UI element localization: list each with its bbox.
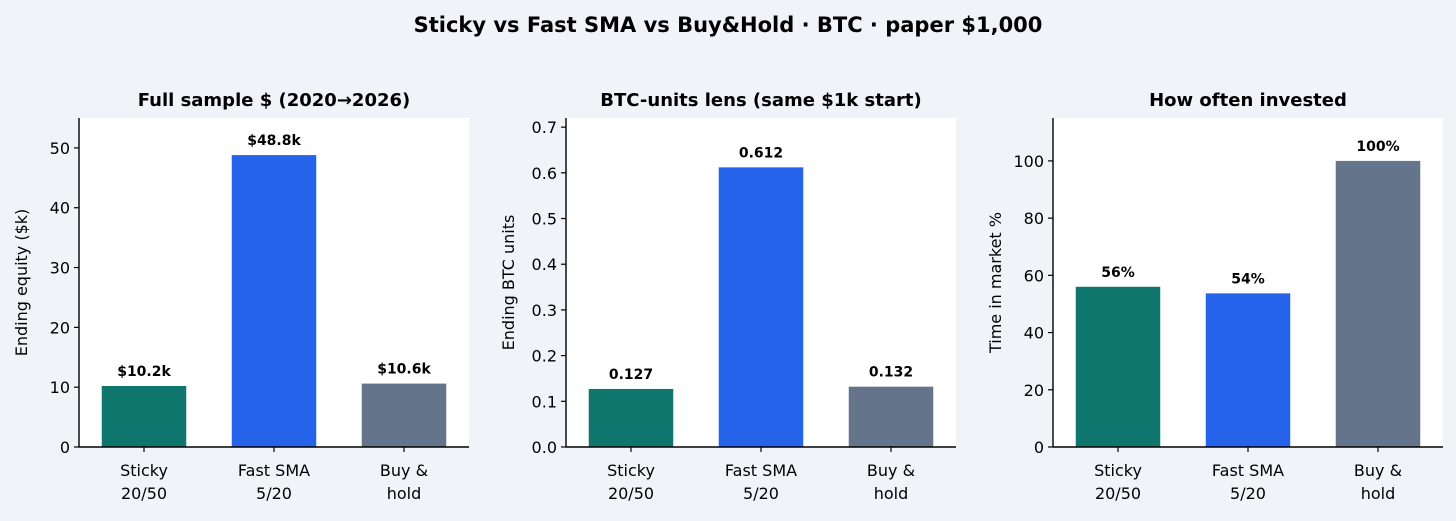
- x-tick-label-3: Buy & hold: [867, 461, 915, 503]
- figure-title: Sticky vs Fast SMA vs Buy&Hold · BTC · p…: [414, 13, 1043, 37]
- chart-panels: Full sample $ (2020→2026) $10.2k Sticky 20/…: [12, 90, 1443, 503]
- panel-title: BTC-units lens (same $1k start): [600, 90, 921, 111]
- data-label-1: $10.2k: [117, 364, 171, 380]
- y-tick-label: 80: [1024, 209, 1044, 228]
- y-tick-label: 50: [50, 139, 70, 158]
- x-tick-label-1: Sticky 20/50: [607, 461, 655, 503]
- x-tick-label-2: Fast SMA 5/20: [238, 461, 310, 503]
- y-tick-label: 60: [1024, 266, 1044, 285]
- y-tick-label: 0.6: [532, 164, 557, 183]
- bar-1: [101, 385, 187, 447]
- y-tick-label: 40: [50, 199, 70, 218]
- data-label-1: 0.127: [609, 367, 653, 383]
- data-label-2: 54%: [1231, 271, 1265, 287]
- bar-3: [361, 383, 447, 447]
- x-tick-label-2: Fast SMA 5/20: [1212, 461, 1284, 503]
- y-axis-label: Ending BTC units: [499, 215, 518, 351]
- y-axis-label: Ending equity ($k): [12, 209, 31, 357]
- y-tick-label: 0.3: [532, 301, 557, 320]
- chart-panel-2: BTC-units lens (same $1k start) 0.127 Stic…: [499, 90, 956, 503]
- bar-3: [848, 386, 934, 447]
- y-tick-label: 30: [50, 259, 70, 278]
- x-tick-label-1: Sticky 20/50: [1094, 461, 1142, 503]
- y-axis-label: Time in market %: [986, 212, 1005, 354]
- y-tick-label: 40: [1024, 324, 1044, 343]
- panel-title: How often invested: [1149, 90, 1347, 111]
- bar-2: [231, 155, 317, 447]
- bar-2: [1205, 293, 1291, 447]
- bar-2: [718, 167, 804, 447]
- data-label-3: $10.6k: [377, 362, 431, 378]
- bar-1: [588, 388, 674, 447]
- y-tick-label: 0.4: [532, 255, 557, 274]
- x-tick-label-3: Buy & hold: [1354, 461, 1402, 503]
- y-tick-label: 0: [1034, 438, 1044, 457]
- y-tick-label: 20: [1024, 381, 1044, 400]
- chart-panel-3: How often invested 56% Sticky 20/50 54% Fast …: [986, 90, 1443, 503]
- y-tick-label: 0.1: [532, 392, 557, 411]
- panel-title: Full sample $ (2020→2026): [138, 90, 411, 111]
- x-tick-label-2: Fast SMA 5/20: [725, 461, 797, 503]
- y-tick-label: 0.0: [532, 438, 557, 457]
- data-label-1: 56%: [1101, 265, 1135, 281]
- y-tick-label: 0.2: [532, 347, 557, 366]
- y-tick-label: 100: [1013, 152, 1044, 171]
- x-tick-label-3: Buy & hold: [380, 461, 428, 503]
- y-tick-label: 0.7: [532, 118, 557, 137]
- data-label-3: 100%: [1356, 139, 1399, 155]
- y-tick-label: 20: [50, 318, 70, 337]
- data-label-3: 0.132: [869, 365, 913, 381]
- bar-1: [1075, 286, 1161, 447]
- y-tick-label: 0: [60, 438, 70, 457]
- chart-panel-1: Full sample $ (2020→2026) $10.2k Sticky 20/…: [12, 90, 469, 503]
- y-tick-label: 10: [50, 378, 70, 397]
- data-label-2: 0.612: [739, 145, 783, 161]
- x-tick-label-1: Sticky 20/50: [120, 461, 168, 503]
- data-label-2: $48.8k: [247, 133, 301, 149]
- y-tick-label: 0.5: [532, 210, 557, 229]
- bar-3: [1335, 160, 1421, 448]
